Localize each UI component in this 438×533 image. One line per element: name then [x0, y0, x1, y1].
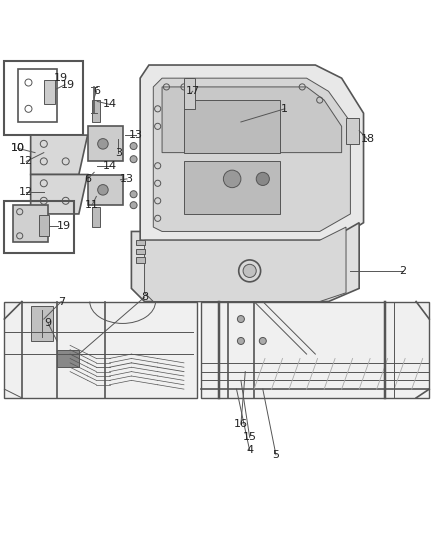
Text: 19: 19: [54, 73, 68, 83]
Bar: [184, 78, 195, 109]
Bar: [136, 257, 145, 263]
Bar: [184, 161, 280, 214]
Bar: [92, 207, 100, 227]
Bar: [4, 61, 83, 135]
Text: 4: 4: [246, 446, 253, 456]
Text: 14: 14: [102, 161, 117, 171]
Polygon shape: [31, 135, 88, 174]
Circle shape: [98, 139, 108, 149]
Circle shape: [256, 172, 269, 185]
Text: 10: 10: [11, 143, 25, 154]
Bar: [4, 302, 197, 398]
Text: 8: 8: [141, 292, 148, 302]
Text: 1: 1: [281, 104, 288, 114]
Bar: [136, 248, 145, 254]
Polygon shape: [145, 227, 346, 302]
Text: 5: 5: [272, 450, 279, 460]
Polygon shape: [57, 350, 79, 367]
Polygon shape: [140, 65, 364, 245]
Bar: [136, 240, 145, 246]
Polygon shape: [131, 223, 359, 302]
Polygon shape: [162, 87, 342, 152]
Circle shape: [130, 156, 137, 163]
Text: 9: 9: [45, 318, 52, 328]
Text: 13: 13: [129, 130, 143, 140]
Circle shape: [130, 142, 137, 150]
Text: 10: 10: [11, 143, 25, 154]
Text: 17: 17: [186, 86, 200, 96]
Text: 12: 12: [19, 187, 33, 197]
Circle shape: [243, 264, 256, 278]
Text: 13: 13: [120, 174, 134, 184]
Bar: [346, 118, 359, 144]
Polygon shape: [31, 306, 53, 341]
Circle shape: [223, 170, 241, 188]
Circle shape: [130, 191, 137, 198]
Polygon shape: [31, 174, 88, 214]
Text: 11: 11: [85, 200, 99, 210]
Text: 3: 3: [115, 148, 122, 158]
Text: 6: 6: [84, 174, 91, 184]
Text: 7: 7: [58, 296, 65, 306]
Text: 14: 14: [102, 100, 117, 109]
Bar: [4, 201, 74, 253]
Bar: [44, 80, 55, 104]
Circle shape: [98, 184, 108, 195]
Bar: [39, 215, 49, 236]
Bar: [184, 100, 280, 152]
Circle shape: [237, 316, 244, 322]
Text: 12: 12: [19, 156, 33, 166]
Text: 15: 15: [243, 432, 257, 442]
Bar: [201, 302, 429, 398]
Text: 19: 19: [61, 80, 75, 90]
Polygon shape: [13, 205, 48, 243]
Text: 16: 16: [234, 419, 248, 429]
Polygon shape: [153, 78, 350, 231]
Circle shape: [237, 337, 244, 344]
Text: 6: 6: [93, 86, 100, 96]
Text: 2: 2: [399, 266, 406, 276]
Bar: [92, 100, 100, 122]
Circle shape: [259, 337, 266, 344]
Polygon shape: [88, 126, 123, 161]
Text: 18: 18: [361, 134, 375, 144]
Circle shape: [130, 201, 137, 209]
Text: 19: 19: [57, 221, 71, 231]
Polygon shape: [88, 174, 123, 205]
